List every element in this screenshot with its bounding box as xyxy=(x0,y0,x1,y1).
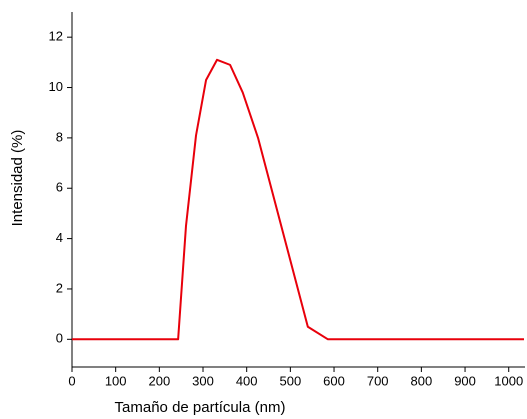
y-tick-label: 8 xyxy=(56,129,63,144)
x-tick-label: 800 xyxy=(411,373,433,388)
x-tick-label: 200 xyxy=(148,373,170,388)
x-tick-label: 300 xyxy=(192,373,214,388)
y-tick-label: 10 xyxy=(49,79,63,94)
y-tick-label: 0 xyxy=(56,331,63,346)
x-tick-label: 400 xyxy=(236,373,258,388)
y-tick-label: 2 xyxy=(56,280,63,295)
x-tick-label: 700 xyxy=(367,373,389,388)
y-tick-label: 12 xyxy=(49,29,63,44)
x-tick-label: 900 xyxy=(454,373,476,388)
y-axis-label: Intensidad (%) xyxy=(9,130,26,227)
y-tick-label: 6 xyxy=(56,180,63,195)
x-tick-label: 600 xyxy=(323,373,345,388)
x-axis-label: Tamaño de partícula (nm) xyxy=(115,399,286,416)
x-tick-label: 500 xyxy=(280,373,302,388)
y-tick-label: 4 xyxy=(56,230,63,245)
data-line xyxy=(72,58,524,341)
x-tick-label: 0 xyxy=(68,373,75,388)
x-tick-label: 100 xyxy=(105,373,127,388)
x-tick-label: 1000 xyxy=(494,373,523,388)
